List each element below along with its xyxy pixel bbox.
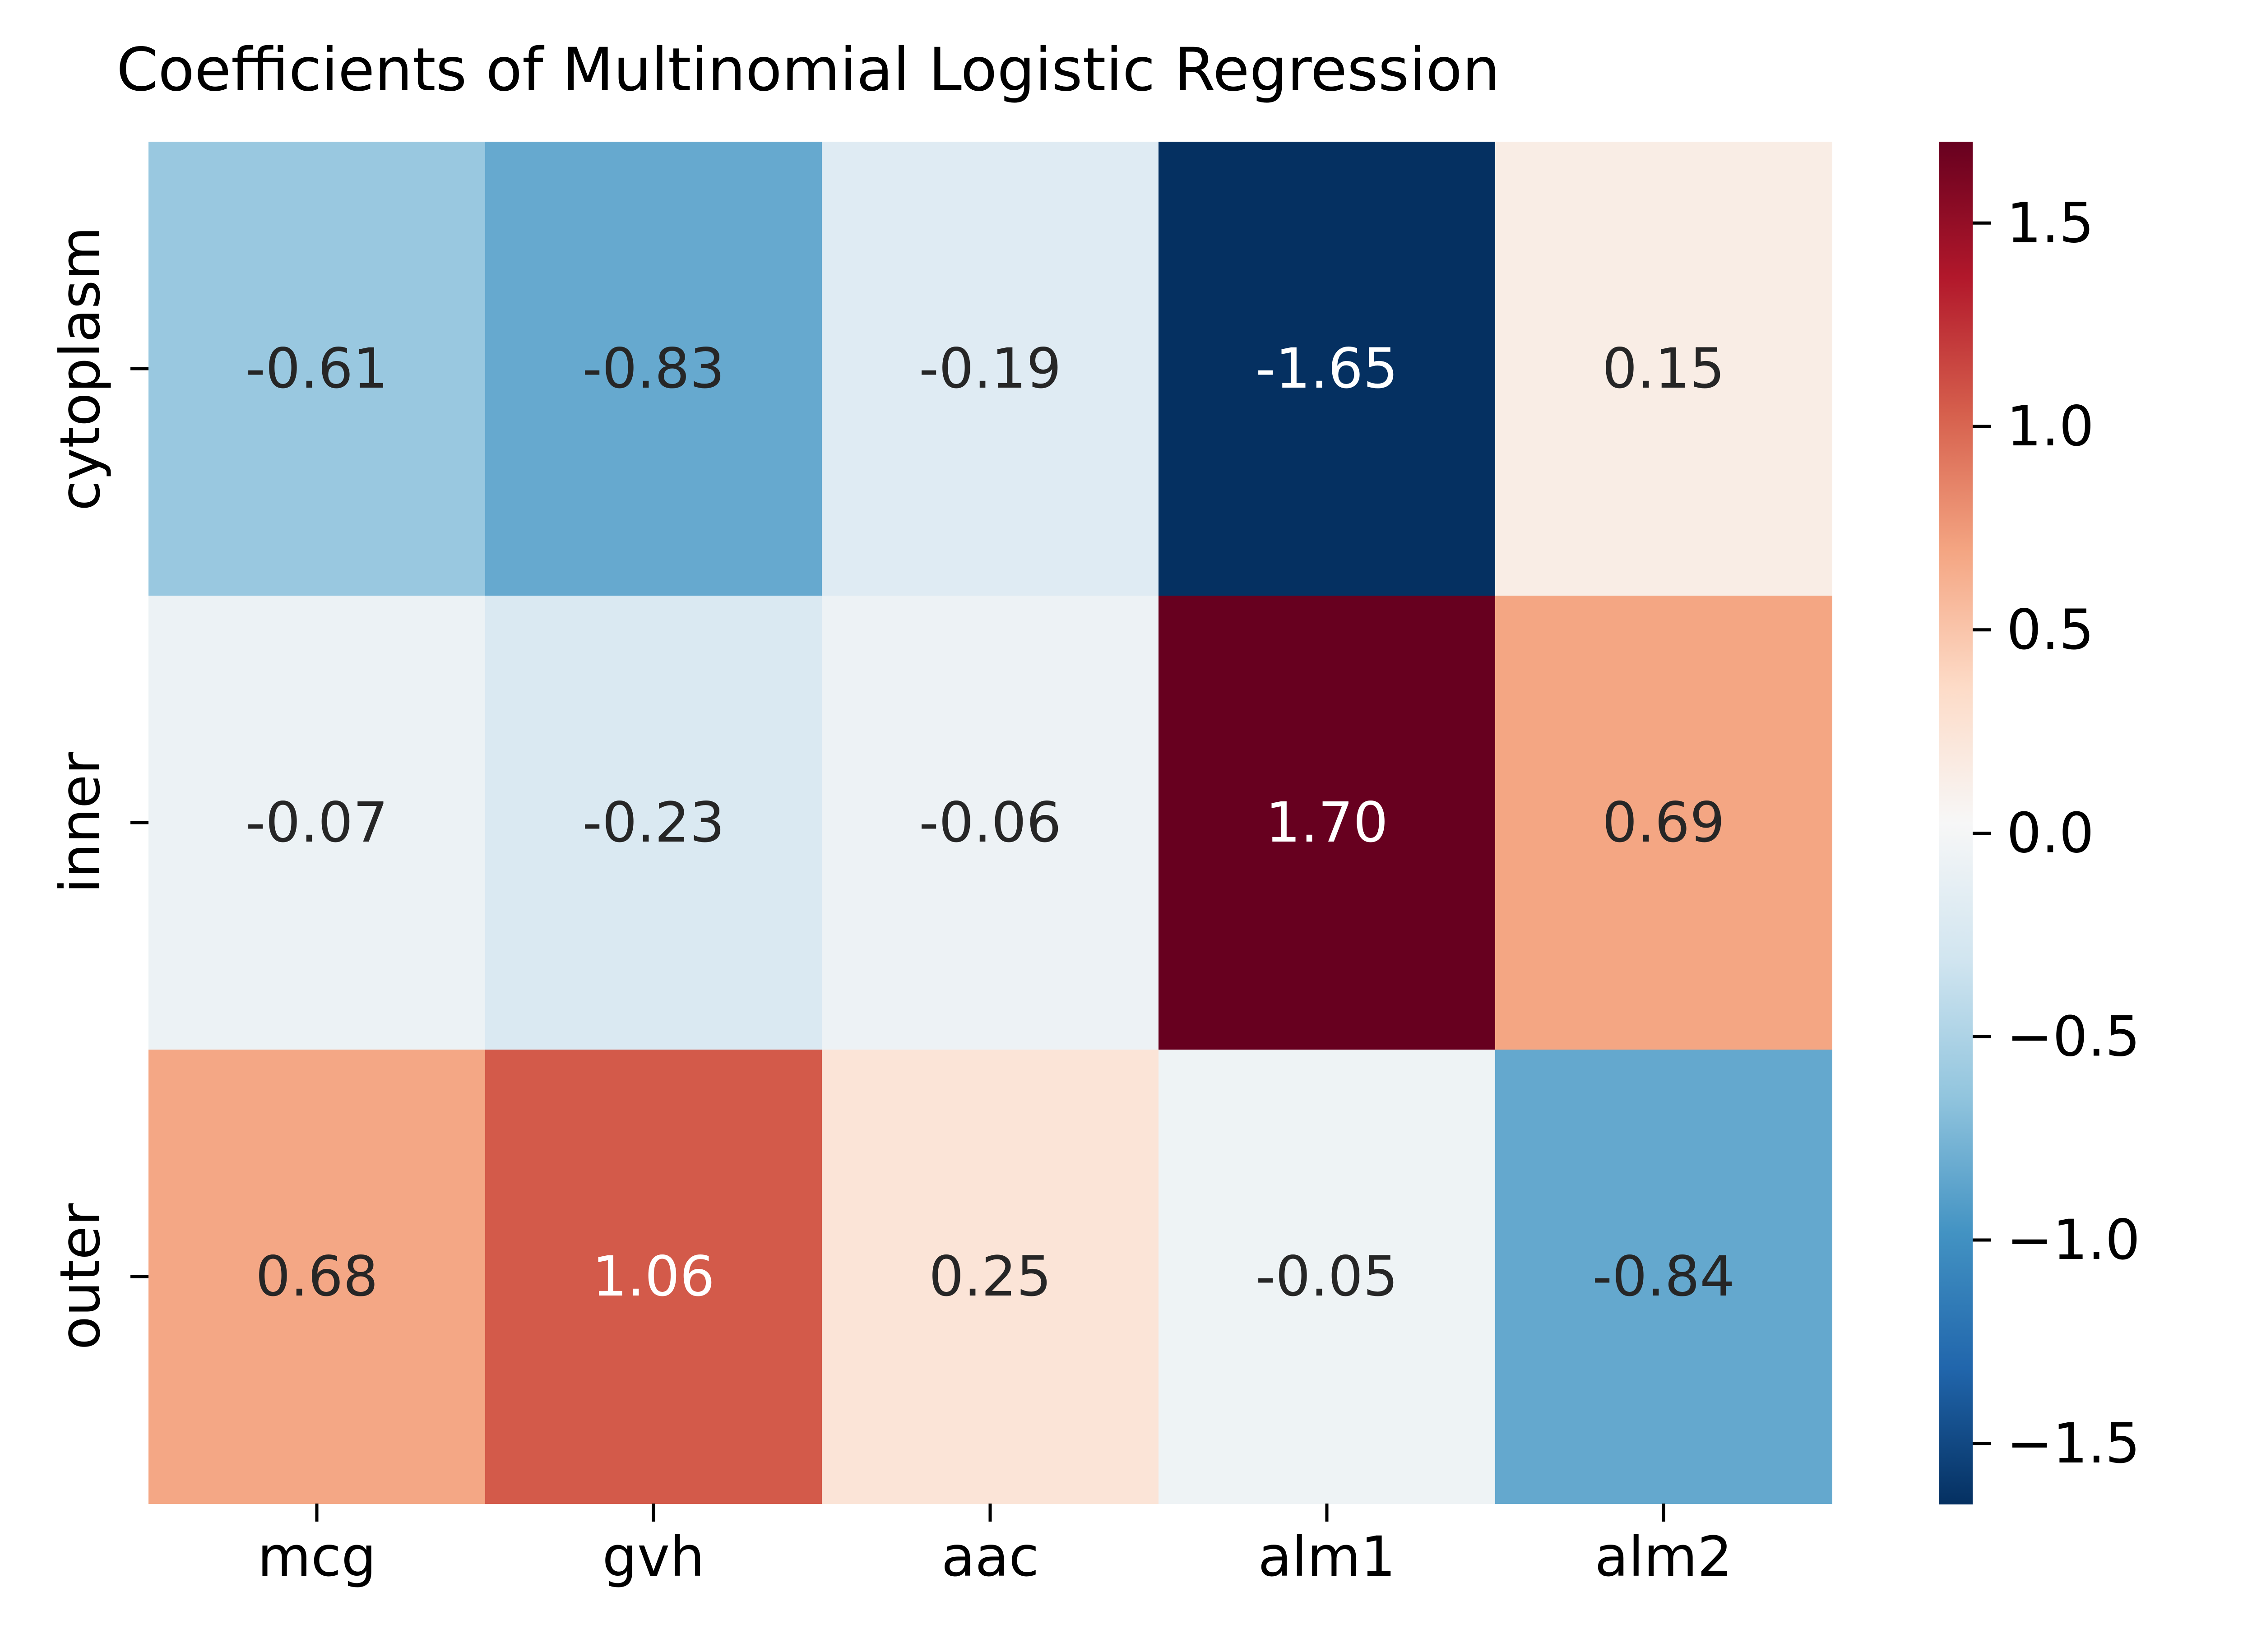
heatmap-cell-1-1 xyxy=(485,596,822,1050)
heatmap-cell-0-2 xyxy=(822,142,1159,596)
y-tick-label: cytoplasm xyxy=(48,227,112,511)
cell-value-label: -0.84 xyxy=(1592,1245,1735,1309)
cell-value-label: -0.83 xyxy=(582,337,725,401)
x-tick-label: gvh xyxy=(602,1525,705,1589)
heatmap-cell-labels: -0.61 -0.83 -0.19 -1.65 0.15 -0.07 -0.23 -0.06 1… xyxy=(246,337,1735,1309)
y-axis: cytoplasm inner outer xyxy=(48,227,148,1350)
chart-title: Coefficients of Multinomial Logistic Reg… xyxy=(116,35,1500,105)
cell-value-label: 0.69 xyxy=(1602,791,1725,855)
heatmap-cell-1-0 xyxy=(148,596,486,1050)
heatmap-cell-1-4 xyxy=(1495,596,1832,1050)
heatmap-cell-0-1 xyxy=(485,142,822,596)
cell-value-label: 0.68 xyxy=(255,1245,378,1309)
colorbar-tick-label: −1.0 xyxy=(2007,1208,2140,1272)
heatmap-cells xyxy=(148,142,1832,1504)
cell-value-label: -0.61 xyxy=(246,337,388,401)
cell-value-label: 1.70 xyxy=(1265,791,1388,855)
heatmap-cell-2-4 xyxy=(1495,1050,1832,1504)
cell-value-label: -0.06 xyxy=(919,791,1061,855)
heatmap-cell-1-3 xyxy=(1159,596,1496,1050)
cell-value-label: -1.65 xyxy=(1256,337,1398,401)
colorbar-tick-label: 0.0 xyxy=(2007,801,2094,865)
colorbar-tick-label: 1.0 xyxy=(2007,394,2094,458)
cell-value-label: -0.23 xyxy=(582,791,725,855)
x-axis: mcg gvh aac alm1 alm2 xyxy=(257,1504,1733,1589)
heatmap-cell-2-0 xyxy=(148,1050,486,1504)
colorbar-tick-label: 1.5 xyxy=(2007,191,2094,255)
heatmap-cell-2-1 xyxy=(485,1050,822,1504)
heatmap-cell-0-0 xyxy=(148,142,486,596)
x-tick-label: alm1 xyxy=(1258,1525,1395,1589)
cell-value-label: 0.15 xyxy=(1602,337,1725,401)
heatmap-cell-0-4 xyxy=(1495,142,1832,596)
colorbar-tick-label: 0.5 xyxy=(2007,598,2094,662)
x-tick-label: mcg xyxy=(257,1525,376,1589)
cell-value-label: -0.05 xyxy=(1256,1245,1398,1309)
x-tick-label: alm2 xyxy=(1594,1525,1732,1589)
colorbar-tick-label: −1.5 xyxy=(2007,1411,2140,1476)
y-tick-label: inner xyxy=(48,751,112,893)
heatmap-cell-1-2 xyxy=(822,596,1159,1050)
heatmap-cell-2-2 xyxy=(822,1050,1159,1504)
heatmap-cell-0-3 xyxy=(1159,142,1496,596)
colorbar-tick-label: −0.5 xyxy=(2007,1004,2140,1069)
colorbar xyxy=(1939,142,1973,1504)
cell-value-label: -0.19 xyxy=(919,337,1061,401)
colorbar-axis: 1.5 1.0 0.5 0.0 −0.5 −1.0 −1.5 xyxy=(1973,191,2140,1476)
heatmap-cell-2-3 xyxy=(1159,1050,1496,1504)
cell-value-label: 0.25 xyxy=(929,1245,1052,1309)
cell-value-label: 1.06 xyxy=(592,1245,715,1309)
x-tick-label: aac xyxy=(941,1525,1039,1589)
cell-value-label: -0.07 xyxy=(246,791,388,855)
y-tick-label: outer xyxy=(48,1203,112,1350)
